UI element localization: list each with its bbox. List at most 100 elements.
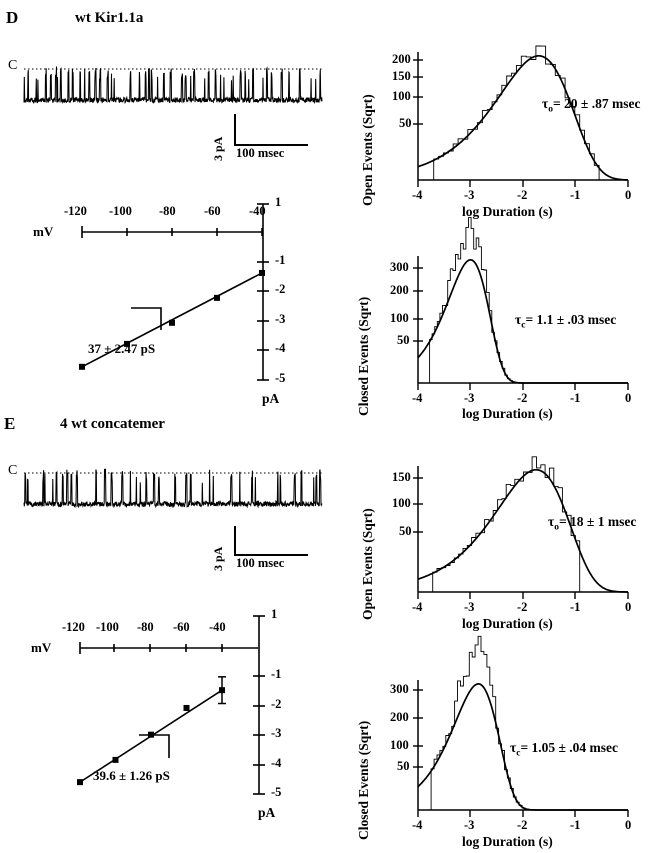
iv-data-point: [79, 363, 85, 370]
iv-slope-label-e: 39.6 ± 1.26 pS: [93, 768, 170, 783]
scalebar-time-label-e: 100 msec: [236, 556, 285, 570]
closed-hist-xticklabel-m3-d: -3: [464, 391, 475, 405]
iv-yticklabel-m4-d: -4: [275, 341, 286, 355]
panel-title-e: 4 wt concatemer: [60, 416, 165, 432]
closed-hist-xticklabel-0-e: 0: [625, 818, 632, 832]
scalebar-current-line-d: [234, 114, 236, 146]
iv-xticklabel-120-d: -120: [64, 204, 87, 218]
tau-value-open-e: = 18 ± 1 msec: [558, 514, 637, 529]
tau-value-closed-d: = 1.1 ± .03 msec: [525, 312, 617, 327]
open-hist-yticklabel-50-d: 50: [399, 116, 412, 130]
open-hist-yticklabel-150-e: 150: [392, 470, 411, 484]
iv-x-unit-label-d: mV: [33, 224, 54, 239]
closed-histogram-d: Closed Events (Sqrt) 300 200 100 50 -4 -…: [356, 217, 664, 421]
closed-hist-xlabel-e: log Duration (s): [462, 834, 553, 849]
iv-data-point: [112, 756, 119, 763]
iv-yticklabel-m3-e: -3: [271, 726, 282, 740]
tau-symbol-closed-e: τ: [510, 740, 517, 755]
iv-svg-e: [77, 615, 265, 795]
scalebar-current-label-d: 3 pA: [211, 136, 225, 161]
iv-data-series-d: [79, 269, 265, 370]
closed-hist-xticklabel-m2-d: -2: [517, 391, 528, 405]
closed-hist-yticklabel-100-d: 100: [390, 311, 409, 325]
iv-xticklabel-40-d: -40: [249, 204, 266, 218]
open-hist-fit-curve-e: [417, 468, 628, 593]
iv-data-point: [169, 319, 175, 326]
open-hist-xticklabel-m3-e: -3: [464, 600, 475, 614]
open-hist-ylabel-e: Open Events (Sqrt): [360, 508, 375, 620]
scalebar-time-line-e: [234, 554, 308, 556]
tau-symbol-open-d: τ: [542, 96, 549, 111]
closed-state-label-d: C: [8, 58, 18, 73]
closed-hist-tau-e: τc= 1.05 ± .04 msec: [510, 740, 618, 759]
closed-hist-xticklabel-m4-d: -4: [412, 391, 423, 405]
trace-polyline-e: [23, 468, 323, 509]
closed-hist-xticklabel-m1-d: -1: [570, 391, 581, 405]
closed-hist-xticklabel-m2-e: -2: [517, 818, 528, 832]
iv-yticklabel-m5-e: -5: [271, 785, 282, 799]
tau-subscript-closed-e: c: [516, 748, 521, 759]
iv-xticklabel-120-e: -120: [62, 620, 85, 634]
tau-value-closed-e: = 1.05 ± .04 msec: [520, 740, 619, 755]
iv-slope-label-d: 37 ± 2.47 pS: [88, 341, 156, 356]
open-hist-xticklabel-m4-d: -4: [412, 188, 423, 202]
open-hist-yticklabel-100-d: 100: [392, 89, 411, 103]
iv-data-point: [183, 704, 190, 711]
open-hist-xticklabel-m1-d: -1: [570, 188, 581, 202]
iv-yticklabel-1-d: 1: [275, 195, 282, 209]
iv-xticklabel-80-e: -80: [137, 620, 154, 634]
open-hist-yticklabel-100-e: 100: [392, 496, 411, 510]
iv-yticklabel-m4-e: -4: [271, 756, 282, 770]
iv-data-point: [219, 687, 225, 694]
iv-plot-e: mV -120 -100 -80 -60 -40 1 -1 -2 -3 -4 -…: [0, 602, 340, 827]
iv-yticklabel-1-e: 1: [271, 607, 278, 621]
closed-state-label-e: C: [8, 463, 18, 478]
open-hist-yticklabel-50-e: 50: [399, 524, 412, 538]
scalebar-current-line-e: [234, 526, 236, 556]
iv-xticklabel-100-d: -100: [109, 204, 132, 218]
open-hist-xlabel-e: log Duration (s): [462, 616, 553, 631]
open-hist-xticklabel-m2-e: -2: [517, 600, 528, 614]
single-channel-trace-e: [23, 468, 323, 509]
open-hist-yticklabel-200-d: 200: [392, 52, 411, 66]
panel-letter-d: D: [6, 8, 19, 27]
closed-hist-yticklabel-200-e: 200: [390, 710, 409, 724]
open-hist-yticklabel-150-d: 150: [392, 69, 411, 83]
closed-hist-ylabel-d: Closed Events (Sqrt): [356, 296, 371, 416]
open-hist-xticklabel-m1-e: -1: [570, 600, 581, 614]
iv-xticklabel-60-e: -60: [173, 620, 190, 634]
panel-letter-e: E: [4, 414, 16, 433]
open-hist-ylabel-d: Open Events (Sqrt): [360, 94, 375, 206]
trace-panel-e: C 3 pA 100 msec: [0, 458, 340, 583]
closed-hist-fit-curve-d: [417, 258, 628, 384]
closed-hist-tau-d: τc= 1.1 ± .03 msec: [515, 312, 616, 331]
closed-hist-bars-e: [430, 635, 628, 811]
iv-data-point: [259, 269, 265, 276]
iv-data-point: [77, 779, 83, 786]
iv-data-point: [124, 340, 130, 347]
closed-hist-xticklabel-m4-e: -4: [412, 818, 423, 832]
closed-hist-yticklabel-300-d: 300: [390, 260, 409, 274]
trace-panel-d: C 3 pA 100 msec: [0, 52, 340, 172]
open-hist-fit-curve-d: [417, 54, 628, 181]
closed-hist-fit-curve-e: [417, 683, 628, 811]
iv-xticklabel-40-e: -40: [209, 620, 226, 634]
tau-symbol-open-e: τ: [548, 514, 555, 529]
closed-hist-yticklabel-50-d: 50: [397, 333, 410, 347]
open-hist-svg-d: [413, 45, 629, 187]
closed-hist-xticklabel-m1-e: -1: [570, 818, 581, 832]
closed-hist-yticklabel-50-e: 50: [397, 759, 410, 773]
iv-yticklabel-m1-d: -1: [275, 253, 286, 267]
scalebar-current-label-e: 3 pA: [211, 546, 225, 571]
tau-subscript-open-d: o: [548, 104, 553, 115]
closed-histogram-e: Closed Events (Sqrt) 300 200 100 50 -4 -…: [356, 635, 664, 849]
closed-hist-xticklabel-0-d: 0: [625, 391, 632, 405]
iv-yticklabel-m5-d: -5: [275, 371, 286, 385]
iv-xticklabel-100-e: -100: [96, 620, 119, 634]
iv-plot-d: mV -120 -100 -80 -60 -40 1 -1 -2 -3 -4 -…: [0, 190, 340, 406]
iv-xticklabel-80-d: -80: [159, 204, 176, 218]
open-hist-xticklabel-0-d: 0: [625, 188, 632, 202]
scalebar-time-label-d: 100 msec: [236, 146, 285, 160]
iv-yticklabel-m2-e: -2: [271, 697, 282, 711]
scalebar-d: 3 pA 100 msec: [196, 112, 316, 164]
